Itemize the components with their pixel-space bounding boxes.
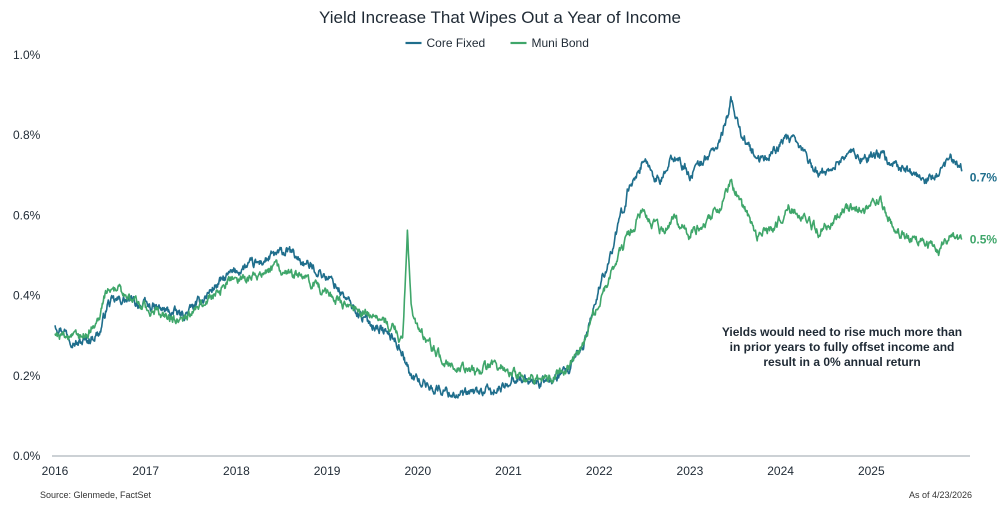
end-label-muni-bond: 0.5% [970, 232, 998, 246]
series-line-muni-bond [54, 178, 963, 385]
x-tick-label: 2025 [858, 464, 885, 478]
x-tick-label: 2024 [767, 464, 794, 478]
series-layer [54, 95, 963, 399]
y-tick-label: 1.0% [13, 48, 41, 62]
x-tick-label: 2019 [314, 464, 341, 478]
x-tick-label: 2017 [132, 464, 159, 478]
annotation-line: result in a 0% annual return [763, 355, 920, 369]
y-tick-label: 0.4% [13, 289, 41, 303]
series-line-core-fixed [54, 95, 963, 399]
x-tick-label: 2020 [404, 464, 431, 478]
legend-item-muni-bond: Muni Bond [510, 36, 589, 50]
y-axis: 0.0% 0.2% 0.4% 0.6% 0.8% 1.0% [13, 48, 41, 463]
as-of-note: As of 4/23/2026 [909, 490, 972, 500]
x-tick-label: 2022 [586, 464, 613, 478]
y-tick-label: 0.2% [13, 369, 41, 383]
y-tick-label: 0.8% [13, 128, 41, 142]
legend-label: Core Fixed [427, 36, 486, 50]
x-tick-label: 2023 [677, 464, 704, 478]
source-note: Source: Glenmede, FactSet [40, 490, 152, 500]
x-tick-label: 2016 [42, 464, 69, 478]
annotation-line: in prior years to fully offset income an… [730, 340, 955, 354]
series-end-labels: 0.7% 0.5% [970, 170, 998, 246]
annotation-line: Yields would need to rise much more than [722, 325, 962, 339]
y-tick-label: 0.0% [13, 449, 41, 463]
legend-item-core-fixed: Core Fixed [405, 36, 486, 50]
y-tick-label: 0.6% [13, 208, 41, 222]
x-tick-label: 2021 [495, 464, 522, 478]
chart-legend: Core Fixed Muni Bond [405, 36, 589, 50]
x-tick-label: 2018 [223, 464, 250, 478]
x-axis: 2016 2017 2018 2019 2020 2021 2022 2023 2024 2025 [42, 455, 970, 478]
chart-annotation: Yields would need to rise much more than… [722, 325, 962, 369]
end-label-core-fixed: 0.7% [970, 170, 998, 184]
legend-label: Muni Bond [532, 36, 589, 50]
chart-title: Yield Increase That Wipes Out a Year of … [319, 8, 681, 27]
